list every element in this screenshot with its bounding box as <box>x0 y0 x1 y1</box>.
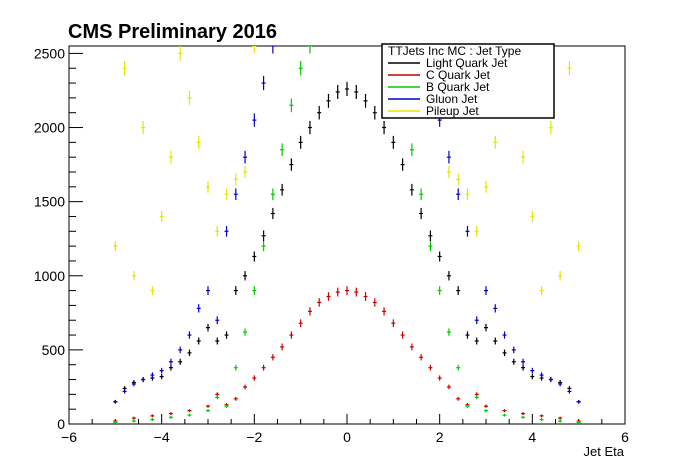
x-tick-label: 4 <box>528 429 536 445</box>
series-layer <box>113 46 581 424</box>
x-tick-label: 6 <box>621 429 629 445</box>
y-tick-label: 1500 <box>34 194 65 210</box>
legend-label: B Quark Jet <box>426 80 490 94</box>
legend-label: Light Quark Jet <box>426 56 508 70</box>
y-tick-label: 500 <box>42 342 66 358</box>
legend-label: Pileup Jet <box>426 104 479 118</box>
x-axis-label: Jet Eta <box>584 444 625 459</box>
x-tick-label: 0 <box>343 429 351 445</box>
y-tick-label: 1000 <box>34 268 65 284</box>
y-tick-label: 0 <box>57 416 65 432</box>
axis-ticks <box>68 52 626 425</box>
series-c-quark-jet <box>113 286 581 423</box>
x-tick-label: 2 <box>436 429 444 445</box>
legend-title: TTJets Inc MC : Jet Type <box>388 44 521 58</box>
tick-labels: −6 −4 −2 0 2 4 6 0 500 1000 1500 2000 2500 <box>34 45 629 445</box>
legend-box <box>381 43 555 119</box>
y-tick-label: 2000 <box>34 120 65 136</box>
chart-title: CMS Preliminary 2016 <box>68 21 277 43</box>
x-tick-label: −4 <box>154 429 170 445</box>
x-tick-label: −6 <box>61 429 77 445</box>
series-b-quark-jet <box>113 46 581 424</box>
series-light-quark-jet <box>113 81 581 404</box>
legend-label: Gluon Jet <box>426 92 478 106</box>
legend-label: C Quark Jet <box>426 68 491 82</box>
legend: TTJets Inc MC : Jet Type Light Quark Jet… <box>381 43 555 119</box>
y-tick-label: 2500 <box>34 45 65 61</box>
x-tick-label: −2 <box>246 429 262 445</box>
